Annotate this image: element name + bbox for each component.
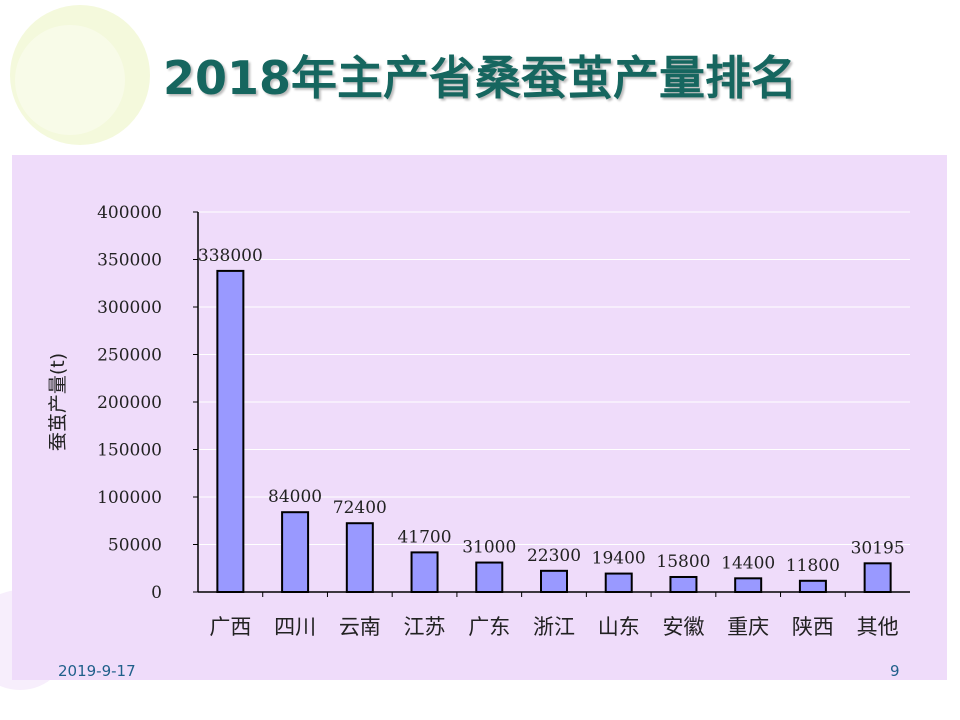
bar-江苏 [410,551,439,594]
data-label: 84000 [268,487,322,507]
data-label: 338000 [198,246,263,266]
x-tick-label: 浙江 [533,615,575,639]
bar-其他 [863,562,892,594]
bar-四川 [281,511,310,594]
y-axis-label: 蚕茧产量(t) [47,353,69,451]
x-tick-label: 广东 [468,615,510,639]
bar-云南 [345,522,374,593]
bar-chart: 0 50000 100000 150000 200000 250000 300000 3500… [47,203,910,639]
bar-重庆 [734,577,763,594]
data-label: 19400 [592,549,646,569]
y-tick-label: 50000 [108,536,162,556]
data-label: 72400 [333,498,387,518]
data-label: 41700 [397,527,451,547]
slide-title: 2018年主产省桑蚕茧产量排名 [162,51,798,105]
bar-广西 [216,269,245,594]
y-tick-label: 400000 [97,203,162,223]
data-label: 31000 [462,538,516,558]
y-tick-label: 150000 [97,441,162,461]
data-label: 30195 [851,538,905,558]
y-tick-label: 200000 [97,393,162,413]
x-tick-label: 四川 [274,615,316,639]
y-tick-label: 350000 [97,251,162,271]
y-tick-label: 250000 [97,346,162,366]
x-tick-label: 其他 [857,615,899,639]
y-tick-label: 100000 [97,488,162,508]
bar-山东 [604,572,633,594]
chart-panel: 0 50000 100000 150000 200000 250000 300000 3500… [12,155,947,680]
x-tick-label: 广西 [209,615,251,639]
bar-安徽 [669,575,698,593]
data-label: 11800 [786,556,840,576]
y-tick-label: 0 [151,583,162,603]
slide-date: 2019-9-17 [58,662,136,680]
x-tick-label: 山东 [598,615,640,639]
x-tick-label: 陕西 [792,615,834,639]
slide-page-number: 9 [890,662,900,680]
bar-陕西 [798,579,827,594]
bar-浙江 [540,569,568,594]
data-label: 15800 [656,552,710,572]
data-label: 22300 [527,546,581,566]
y-tick-label: 300000 [97,298,162,318]
x-tick-label: 重庆 [727,615,769,639]
x-tick-label: 江苏 [404,615,446,639]
x-tick-label: 云南 [339,615,381,639]
x-tick-label: 安徽 [662,615,704,639]
bar-广东 [475,561,504,593]
data-label: 14400 [721,553,775,573]
